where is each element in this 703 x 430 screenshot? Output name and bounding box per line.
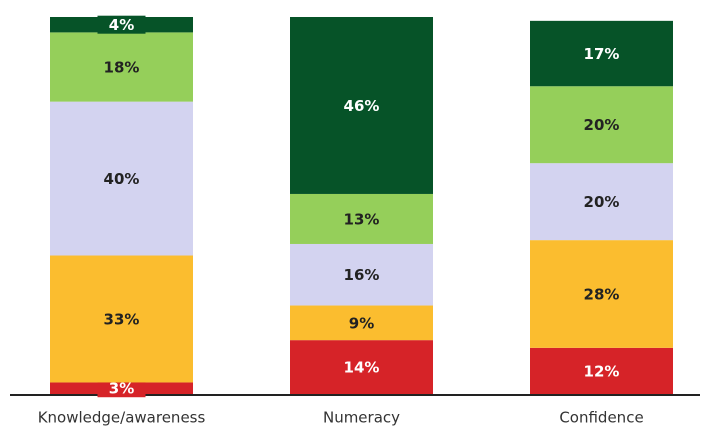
value-label: 13% <box>344 210 380 228</box>
value-label: 17% <box>584 45 620 63</box>
value-label: 12% <box>584 362 620 380</box>
bar-segment <box>50 101 193 256</box>
x-tick-label: Numeracy <box>323 409 400 427</box>
value-label: 18% <box>104 59 140 77</box>
bar-segment <box>530 240 673 348</box>
value-label: 33% <box>104 310 140 328</box>
x-tick-label: Confidence <box>559 409 643 427</box>
bar-segment <box>530 86 673 164</box>
bar-segment <box>290 193 433 244</box>
label-box <box>97 15 146 34</box>
label-box <box>97 379 146 398</box>
bar-segment <box>290 17 433 194</box>
bar-segment <box>50 32 193 102</box>
value-label: 14% <box>344 359 380 377</box>
value-label: 9% <box>349 314 374 332</box>
bar-segment <box>290 243 433 306</box>
bar-segment <box>530 163 673 241</box>
bar-segment <box>290 340 433 394</box>
x-tick-label: Knowledge/awareness <box>38 409 206 427</box>
bar-segment <box>290 305 433 341</box>
value-label: 3% <box>109 380 134 398</box>
value-label: 20% <box>584 193 620 211</box>
bar-segment <box>530 347 673 394</box>
value-label: 46% <box>344 97 380 115</box>
value-label: 20% <box>584 116 620 134</box>
value-label: 4% <box>109 16 134 34</box>
bar-segment <box>50 255 193 383</box>
value-label: 40% <box>104 170 140 188</box>
value-label: 28% <box>584 285 620 303</box>
bar-segment <box>530 20 673 87</box>
value-label: 16% <box>344 266 380 284</box>
